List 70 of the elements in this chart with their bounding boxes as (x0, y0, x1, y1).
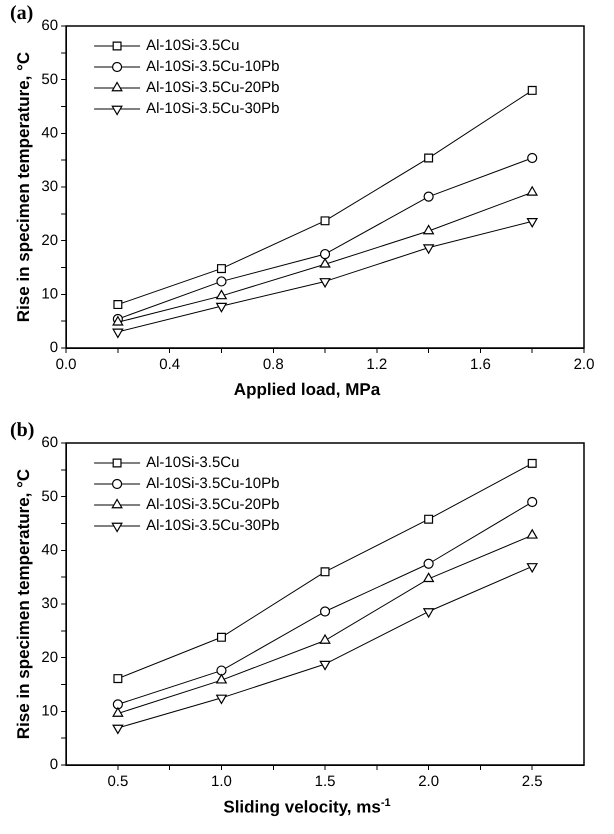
x-tick-label: 0.0 (56, 356, 77, 374)
y-tick-label: 40 (41, 124, 58, 142)
legend-label: Al-10Si-3.5Cu-20Pb (146, 79, 280, 96)
point (216, 665, 227, 676)
point (113, 674, 122, 684)
x-axis-title: Applied load, MPa (232, 380, 382, 400)
point (216, 264, 226, 274)
point (320, 278, 330, 288)
point (216, 276, 227, 287)
x-tick-label: 1.5 (314, 773, 336, 790)
legend-label: Al-10Si-3.5Cu-20Pb (146, 496, 280, 514)
y-axis-title: Rise in specimen temperature, °C (14, 468, 33, 740)
point (526, 186, 538, 196)
y-tick-label: 50 (41, 488, 58, 505)
point (112, 724, 124, 734)
point (320, 248, 330, 260)
y-tick-label: 30 (41, 178, 58, 196)
point (112, 699, 123, 710)
legend-label: Al-10Si-3.5Cu-10Pb (146, 58, 280, 76)
point (320, 606, 330, 617)
point (423, 572, 434, 582)
legend-label: Al-10Si-3.5Cu-10Pb (146, 475, 280, 492)
x-tick-label: 2.0 (418, 773, 440, 790)
point (424, 558, 434, 569)
x-tick-label: 2.0 (574, 356, 594, 374)
y-tick-label: 40 (41, 541, 58, 558)
point (216, 302, 227, 312)
legend-label: Al-10Si-3.5Cu (146, 454, 240, 472)
point (320, 567, 330, 576)
point (424, 192, 434, 202)
x-tick-label: 0.8 (262, 356, 284, 374)
point (423, 608, 434, 618)
chart-title: (a) (10, 2, 34, 24)
point (424, 154, 434, 163)
x-tick-label: 1.2 (366, 356, 388, 374)
x-tick-label: 1.6 (470, 356, 491, 374)
point (113, 300, 122, 310)
point (526, 218, 538, 228)
point (216, 694, 227, 704)
y-tick-label: 0 (50, 339, 58, 356)
point (112, 328, 124, 338)
point (526, 529, 538, 539)
y-tick-label: 0 (50, 756, 58, 774)
y-tick-label: 60 (41, 17, 58, 34)
x-tick-label: 0.5 (107, 773, 128, 790)
x-tick-label: 1.0 (211, 773, 232, 790)
point (527, 496, 538, 508)
x-tick-label: 0.4 (159, 356, 180, 374)
point (424, 514, 434, 524)
chart-title: (b) (10, 419, 34, 442)
point (527, 152, 538, 164)
y-tick-label: 20 (41, 232, 58, 249)
y-tick-label: 50 (41, 70, 58, 88)
legend-label: Al-10Si-3.5Cu-30Pb (146, 517, 280, 534)
point (528, 458, 537, 468)
legend-label: Al-10Si-3.5Cu-30Pb (146, 100, 280, 118)
point (216, 632, 226, 642)
legend-label: Al-10Si-3.5Cu (146, 37, 240, 54)
y-tick-label: 10 (41, 702, 58, 720)
x-tick-label: 2.5 (522, 773, 543, 790)
point (528, 86, 537, 95)
point (320, 660, 330, 670)
point (423, 244, 434, 254)
point (320, 216, 330, 226)
x-axis-title: Sliding velocity, ms$^{-1}$ (222, 797, 392, 818)
y-tick-label: 60 (41, 434, 58, 452)
y-tick-label: 20 (41, 648, 58, 666)
y-axis-title: Rise in specimen temperature, °C (14, 52, 33, 322)
y-tick-label: 30 (41, 595, 58, 612)
y-tick-label: 10 (41, 285, 58, 302)
